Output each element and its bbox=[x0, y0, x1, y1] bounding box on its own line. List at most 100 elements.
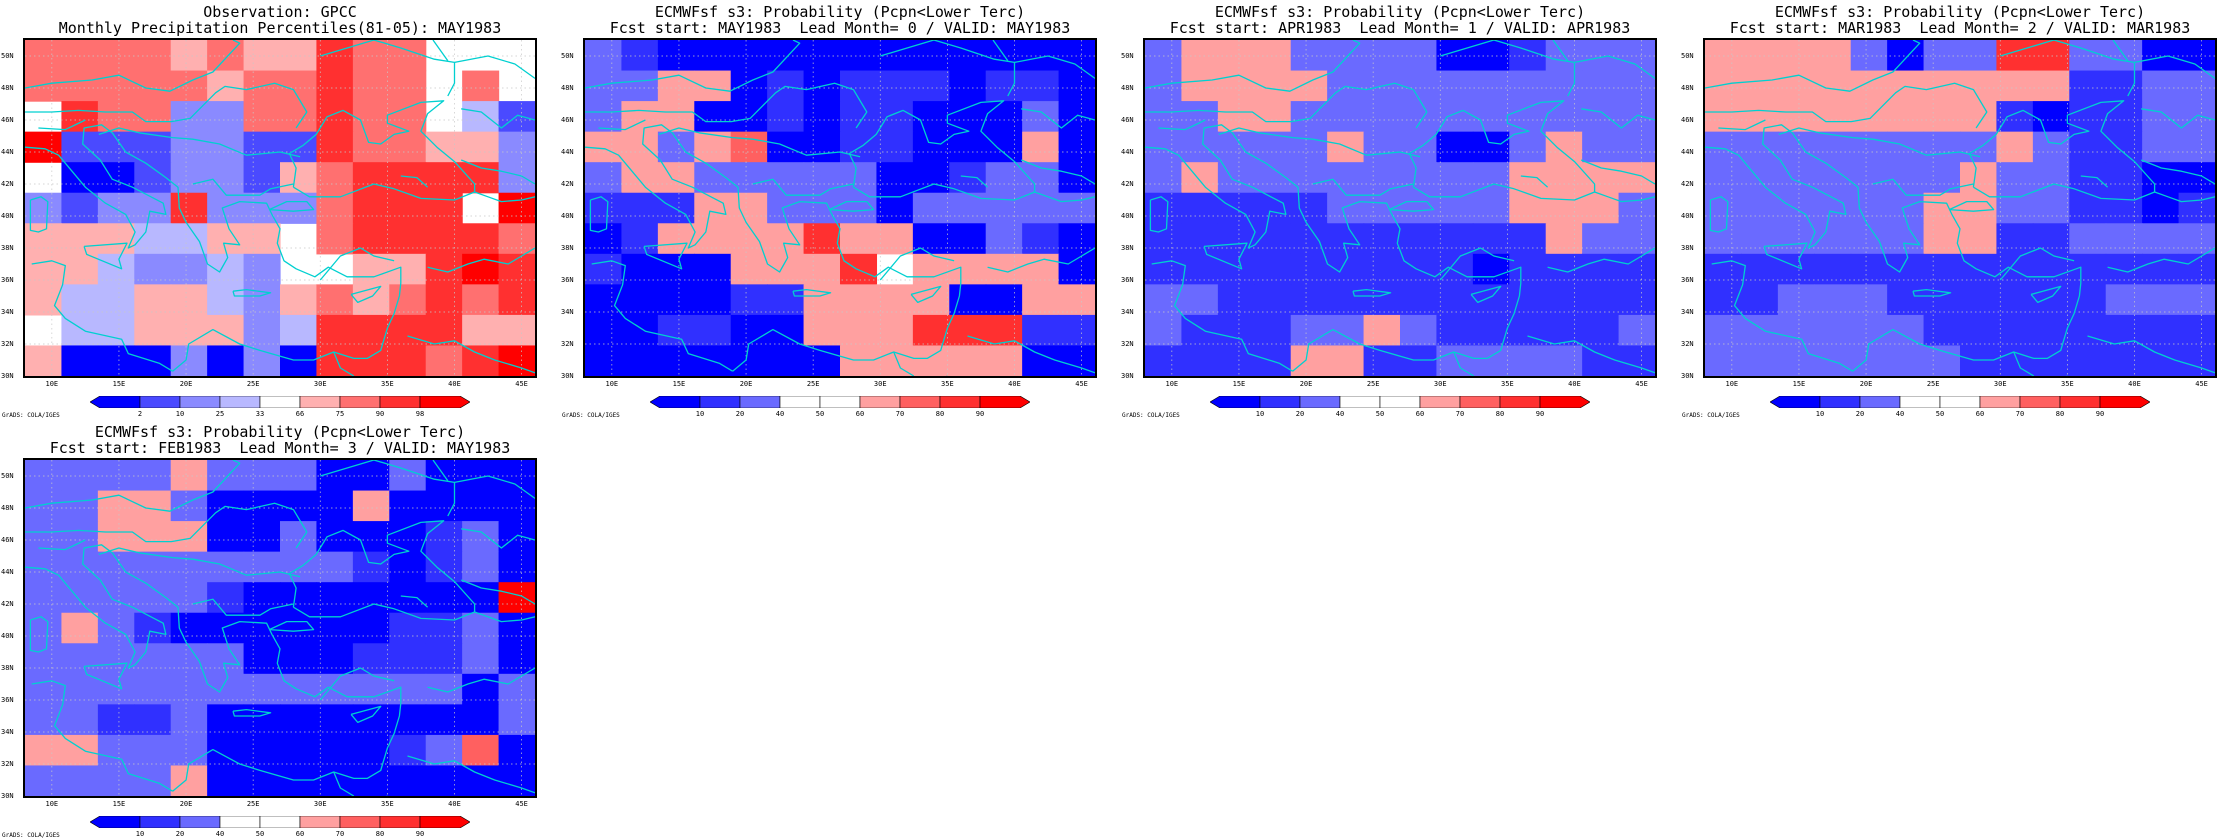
lon-tick-label: 15E bbox=[672, 380, 686, 388]
grid-cell bbox=[657, 40, 695, 72]
grid-cell bbox=[1814, 40, 1852, 72]
colorbar-label: 90 bbox=[2095, 410, 2105, 418]
colorbar-label: 70 bbox=[895, 410, 905, 418]
coastline bbox=[1705, 82, 1988, 129]
grid-cell bbox=[1582, 223, 1620, 255]
grid-cell bbox=[657, 192, 695, 224]
grid-cell bbox=[61, 345, 99, 376]
grid-cell bbox=[876, 314, 914, 347]
grid-cell bbox=[280, 521, 318, 553]
grid-cell bbox=[134, 314, 172, 347]
grid-cell bbox=[1181, 40, 1219, 72]
lat-tick-label: 32N bbox=[1681, 340, 1694, 348]
grid-cell bbox=[1181, 131, 1219, 163]
grid-cell bbox=[1058, 40, 1095, 72]
grid-cell bbox=[2178, 284, 2215, 316]
coastline bbox=[880, 40, 1016, 97]
coastline bbox=[232, 708, 272, 717]
grid-cell bbox=[1217, 162, 1255, 194]
grid-cell bbox=[498, 223, 535, 255]
grid-cell bbox=[1996, 345, 2034, 376]
grid-cell bbox=[1960, 314, 1998, 347]
grid-cell bbox=[425, 131, 463, 163]
grid-cell bbox=[621, 70, 659, 102]
grid-cell bbox=[1582, 192, 1620, 224]
map-canvas bbox=[25, 460, 535, 796]
colorbar bbox=[90, 816, 470, 828]
coastline bbox=[333, 771, 355, 796]
grid-cell bbox=[498, 490, 535, 522]
grid-cell bbox=[1217, 223, 1255, 255]
map-frame bbox=[23, 38, 537, 378]
colorbar-label: 50 bbox=[815, 410, 825, 418]
lon-tick-label: 35E bbox=[381, 800, 394, 808]
colorbar-label: 10 bbox=[1255, 410, 1265, 418]
grid-cell bbox=[462, 460, 500, 492]
grid-cell bbox=[134, 734, 172, 767]
grid-cell bbox=[352, 192, 390, 224]
grid-cell bbox=[1022, 70, 1060, 102]
grid-cell bbox=[730, 314, 768, 347]
grid-cell bbox=[1545, 162, 1583, 194]
grid-cell bbox=[97, 612, 135, 644]
colorbar-segment bbox=[2059, 396, 2101, 408]
colorbar-label: 50 bbox=[1375, 410, 1385, 418]
grid-cell bbox=[1509, 162, 1547, 194]
coastline bbox=[1014, 55, 1095, 79]
grid-cell bbox=[170, 490, 208, 522]
grid-cell bbox=[316, 673, 354, 705]
grid-cell bbox=[1022, 131, 1060, 163]
colorbar-label: 60 bbox=[1415, 410, 1425, 418]
coastline bbox=[288, 520, 476, 621]
grid-cell bbox=[1705, 284, 1743, 316]
panel-title: ECMWFsf s3: Probability (Pcpn<Lower Terc… bbox=[654, 3, 1026, 21]
grid-cell bbox=[1705, 162, 1743, 194]
colorbar-segment bbox=[2099, 396, 2150, 408]
grid-cell bbox=[657, 223, 695, 255]
colorbar-label: 2 bbox=[137, 410, 143, 418]
grid-cell bbox=[352, 551, 390, 583]
grid-cell bbox=[280, 101, 318, 133]
grid-cell bbox=[61, 101, 99, 133]
lat-tick-label: 48N bbox=[561, 84, 574, 92]
lon-tick-label: 20E bbox=[1299, 380, 1313, 388]
grid-cell bbox=[97, 314, 135, 347]
grid-cell bbox=[61, 162, 99, 194]
grid-cell bbox=[25, 460, 63, 492]
grid-cell bbox=[1850, 192, 1888, 224]
coastline bbox=[960, 175, 989, 188]
grid-cell bbox=[1850, 314, 1888, 347]
grid-cell bbox=[61, 70, 99, 102]
colorbar-segment bbox=[299, 816, 341, 828]
grid-cell bbox=[352, 734, 390, 767]
coastline bbox=[460, 579, 535, 605]
grid-cell bbox=[316, 490, 354, 522]
grid-cell bbox=[1705, 101, 1743, 133]
grid-cell bbox=[1777, 345, 1815, 376]
grid-cell bbox=[170, 131, 208, 163]
grid-cell bbox=[1290, 40, 1328, 72]
grid-cell bbox=[2032, 101, 2070, 133]
grid-cell bbox=[1058, 284, 1095, 316]
coastline bbox=[31, 260, 173, 372]
lat-tick-label: 40N bbox=[561, 212, 574, 220]
lon-tick-label: 45E bbox=[1075, 380, 1088, 388]
grid-cell bbox=[985, 192, 1023, 224]
coastline bbox=[1440, 40, 1576, 97]
coastline bbox=[2112, 40, 2129, 62]
grid-cell bbox=[1582, 345, 1620, 376]
grid-cell bbox=[389, 223, 427, 255]
colorbar-label: 60 bbox=[295, 830, 305, 838]
grid-cell bbox=[1582, 70, 1620, 102]
coastline bbox=[643, 242, 688, 270]
coastline bbox=[1949, 200, 1995, 212]
grid-cell bbox=[876, 131, 914, 163]
grid-cell bbox=[1705, 40, 1743, 72]
grid-cell bbox=[97, 582, 135, 614]
grid-cell bbox=[1923, 131, 1961, 163]
grid-cell bbox=[1217, 192, 1255, 224]
grid-cell bbox=[280, 70, 318, 102]
grid-cell bbox=[352, 612, 390, 644]
grid-cell bbox=[949, 131, 987, 163]
grid-cell bbox=[2032, 223, 2070, 255]
